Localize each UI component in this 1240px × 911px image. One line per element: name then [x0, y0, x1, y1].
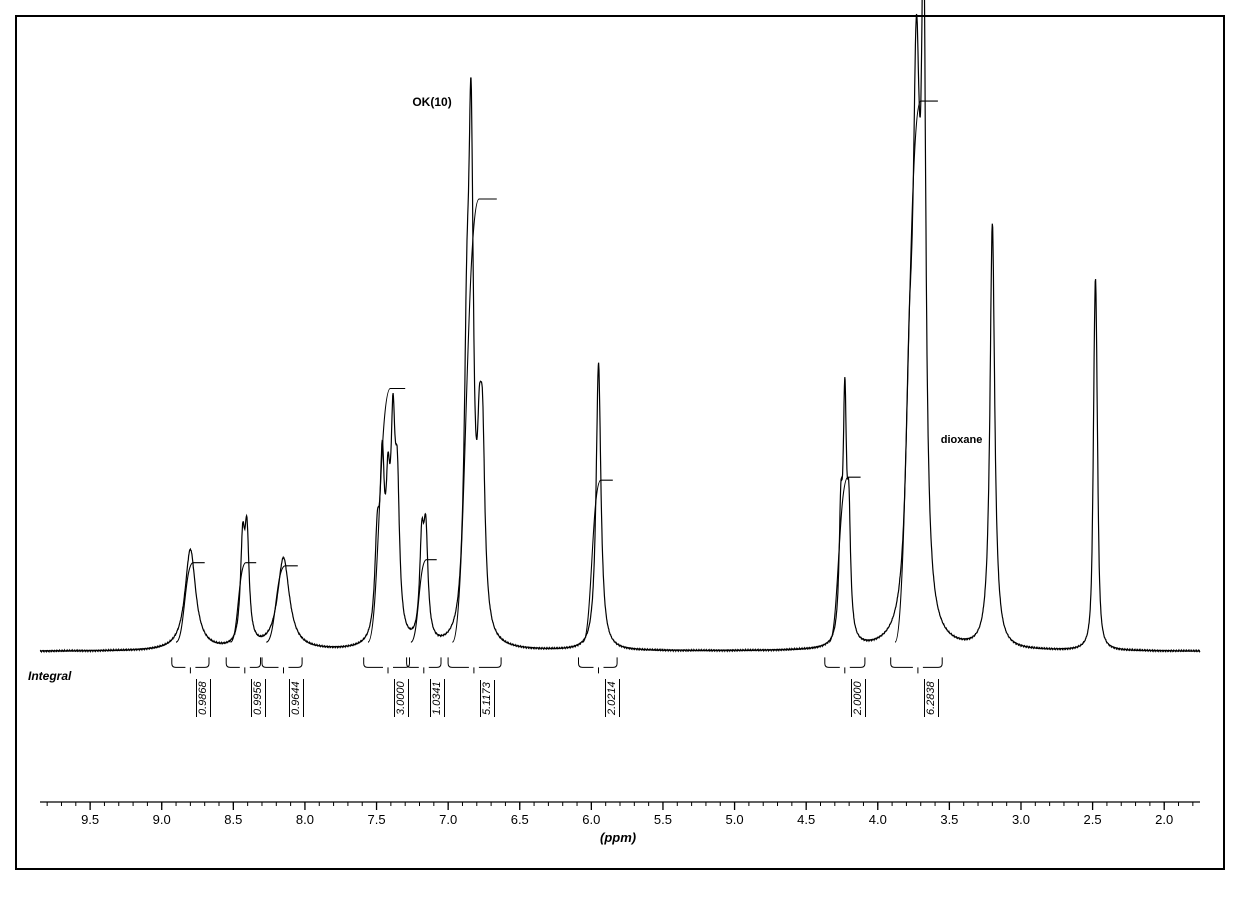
integral-bracket: [891, 657, 943, 673]
x-tick-label: 2.5: [1084, 812, 1102, 827]
x-tick-label: 4.0: [869, 812, 887, 827]
integral-bracket: [448, 657, 501, 673]
x-tick-label: 7.0: [439, 812, 457, 827]
integral-value: 2.0000: [851, 680, 866, 718]
integral-bracket: [579, 657, 618, 673]
integral-value: 0.9868: [196, 680, 211, 718]
integral-bracket: [364, 657, 410, 673]
integral-value: 0.9956: [251, 680, 266, 718]
spectrum-plot: [0, 0, 1240, 906]
x-tick-label: 5.5: [654, 812, 672, 827]
spectrum-trace: [40, 0, 1200, 652]
x-tick-label: 6.0: [582, 812, 600, 827]
integral-curve: [411, 560, 437, 643]
x-tick-label: 4.5: [797, 812, 815, 827]
x-axis-label: (ppm): [600, 830, 636, 845]
integral-row-label: Integral: [28, 669, 71, 683]
integral-value: 5.1173: [480, 681, 495, 718]
integral-curve: [231, 563, 257, 643]
integral-value: 6.2838: [924, 680, 939, 718]
x-tick-label: 9.5: [81, 812, 99, 827]
x-tick-label: 6.5: [511, 812, 529, 827]
annotation-dioxane: dioxane: [941, 434, 983, 446]
x-tick-label: 8.0: [296, 812, 314, 827]
x-tick-label: 7.5: [367, 812, 385, 827]
x-tick-label: 8.5: [224, 812, 242, 827]
spectrum-svg: [0, 0, 1240, 906]
integral-curve: [829, 477, 861, 642]
integral-bracket: [407, 657, 441, 673]
integral-curve: [583, 480, 613, 642]
integral-value: 2.0214: [605, 680, 620, 718]
integral-bracket: [825, 657, 865, 673]
integral-bracket: [172, 657, 209, 673]
x-tick-label: 3.5: [940, 812, 958, 827]
plot-title: OK(10): [412, 95, 451, 109]
integral-value: 0.9644: [289, 680, 304, 718]
x-tick-label: 9.0: [153, 812, 171, 827]
integral-curve: [266, 566, 298, 642]
integral-curve: [452, 199, 496, 642]
integral-bracket: [226, 657, 260, 673]
integral-bracket: [262, 657, 302, 673]
x-tick-label: 3.0: [1012, 812, 1030, 827]
x-tick-label: 2.0: [1155, 812, 1173, 827]
integral-curve: [176, 563, 205, 643]
integral-value: 3.0000: [394, 680, 409, 718]
x-tick-label: 5.0: [726, 812, 744, 827]
integral-value: 1.0341: [430, 680, 445, 718]
